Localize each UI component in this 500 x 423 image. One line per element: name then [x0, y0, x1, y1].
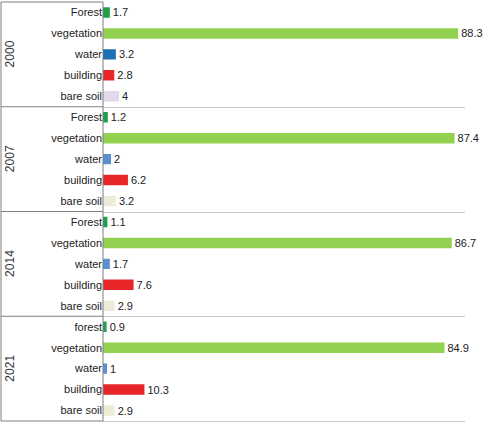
- svg-text:vegetation: vegetation: [51, 27, 102, 39]
- svg-text:1.7: 1.7: [113, 258, 128, 270]
- svg-text:building: building: [64, 174, 102, 186]
- svg-text:Forest: Forest: [71, 111, 102, 123]
- svg-text:6.2: 6.2: [131, 174, 146, 186]
- svg-text:water: water: [74, 362, 102, 374]
- svg-text:2.9: 2.9: [118, 405, 133, 417]
- svg-text:Forest: Forest: [71, 216, 102, 228]
- svg-text:2007: 2007: [3, 145, 17, 172]
- svg-text:building: building: [64, 279, 102, 291]
- svg-text:3.2: 3.2: [119, 195, 134, 207]
- svg-text:84.9: 84.9: [447, 342, 468, 354]
- svg-text:10.3: 10.3: [147, 384, 168, 396]
- svg-text:vegetation: vegetation: [51, 237, 102, 249]
- svg-text:bare soil: bare soil: [60, 404, 102, 416]
- svg-text:vegetation: vegetation: [51, 342, 102, 354]
- svg-text:vegetation: vegetation: [51, 132, 102, 144]
- svg-text:bare soil: bare soil: [60, 195, 102, 207]
- svg-text:bare soil: bare soil: [60, 300, 102, 312]
- svg-text:4: 4: [122, 90, 128, 102]
- svg-text:1: 1: [110, 363, 116, 375]
- svg-text:2: 2: [114, 153, 120, 165]
- svg-text:2014: 2014: [3, 250, 17, 277]
- svg-text:forest: forest: [74, 321, 102, 333]
- svg-text:Forest: Forest: [71, 6, 102, 18]
- svg-text:3.2: 3.2: [119, 48, 134, 60]
- svg-text:water: water: [74, 48, 102, 60]
- svg-text:87.4: 87.4: [458, 132, 479, 144]
- svg-text:water: water: [74, 258, 102, 270]
- svg-text:7.6: 7.6: [137, 279, 152, 291]
- svg-text:1.7: 1.7: [113, 6, 128, 18]
- svg-text:0.9: 0.9: [110, 321, 125, 333]
- svg-text:water: water: [74, 153, 102, 165]
- svg-text:2000: 2000: [3, 40, 17, 67]
- svg-text:2.8: 2.8: [117, 69, 132, 81]
- svg-text:bare soil: bare soil: [60, 90, 102, 102]
- svg-text:1.1: 1.1: [110, 216, 125, 228]
- svg-text:2021: 2021: [3, 355, 17, 382]
- svg-text:building: building: [64, 383, 102, 395]
- svg-text:building: building: [64, 69, 102, 81]
- svg-text:2.9: 2.9: [118, 300, 133, 312]
- svg-text:1.2: 1.2: [111, 111, 126, 123]
- svg-text:88.3: 88.3: [461, 27, 482, 39]
- svg-text:86.7: 86.7: [455, 237, 476, 249]
